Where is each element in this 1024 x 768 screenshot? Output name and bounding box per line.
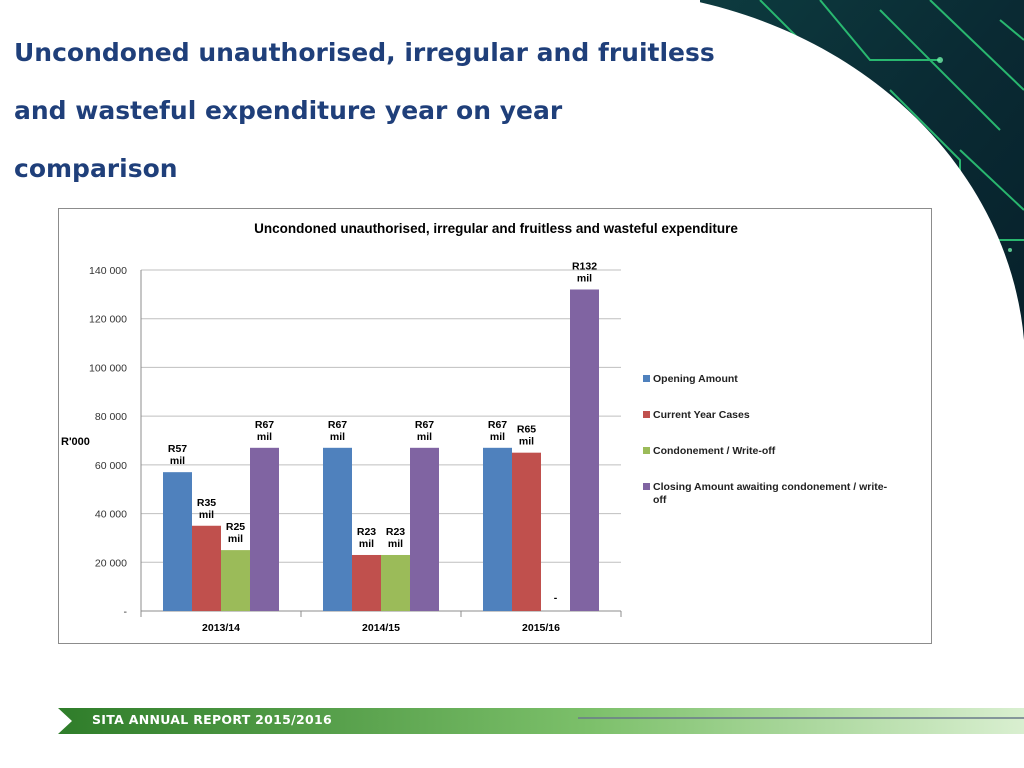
bar <box>352 554 381 611</box>
data-label: R25 mil <box>226 521 245 545</box>
chart-title: Uncondoned unauthorised, irregular and f… <box>254 221 738 236</box>
bar <box>483 447 512 611</box>
bar-chart: Uncondoned unauthorised, irregular and f… <box>61 221 888 634</box>
y-tick-label: 80 000 <box>95 411 127 423</box>
bar <box>192 525 221 611</box>
data-label: R67 mil <box>415 419 434 443</box>
bar <box>163 472 192 611</box>
y-tick-label: 120 000 <box>89 314 127 326</box>
bar <box>381 554 410 611</box>
footer-green-band <box>58 708 1024 734</box>
bar <box>570 289 599 611</box>
bar <box>410 447 439 611</box>
y-tick-label: 60 000 <box>95 460 127 472</box>
bar <box>250 447 279 611</box>
bar <box>323 447 352 611</box>
x-tick-label: 2015/16 <box>522 622 560 634</box>
chart-frame: Uncondoned unauthorised, irregular and f… <box>58 208 932 644</box>
legend-label: Closing Amount awaiting condonement / wr… <box>653 481 888 506</box>
y-tick-label: 40 000 <box>95 509 127 521</box>
legend-label: Condonement / Write-off <box>653 445 776 457</box>
slide-title-line-2: and wasteful expenditure year on year <box>14 96 563 125</box>
data-label: R57 mil <box>168 443 187 467</box>
slide-title: Uncondoned unauthorised, irregular and f… <box>14 24 734 198</box>
y-tick-label: 100 000 <box>89 362 127 374</box>
bar <box>512 452 541 611</box>
data-label: R35 mil <box>197 497 216 521</box>
legend-swatch <box>643 483 650 490</box>
data-label: - <box>554 592 558 604</box>
slide-title-line-1: Uncondoned unauthorised, irregular and f… <box>14 38 715 67</box>
bar <box>221 550 250 611</box>
data-label: R23 mil <box>357 526 376 550</box>
y-tick-label: - <box>124 606 128 618</box>
data-label: R23 mil <box>386 526 405 550</box>
legend-swatch <box>643 411 650 418</box>
legend-swatch <box>643 447 650 454</box>
legend-label: Opening Amount <box>653 373 738 385</box>
legend-swatch <box>643 375 650 382</box>
x-tick-label: 2014/15 <box>362 622 400 634</box>
data-label: R132 mil <box>572 260 597 284</box>
footer-report-title: SITA ANNUAL REPORT 2015/2016 <box>92 712 333 727</box>
y-tick-label: 20 000 <box>95 557 127 569</box>
data-label: R65 mil <box>517 424 536 448</box>
data-label: R67 mil <box>255 419 274 443</box>
y-axis-label: R'000 <box>61 436 90 448</box>
legend-label: Current Year Cases <box>653 409 750 421</box>
data-label: R67 mil <box>328 419 347 443</box>
slide-title-line-3: comparison <box>14 154 178 183</box>
y-tick-label: 140 000 <box>89 265 127 277</box>
x-tick-label: 2013/14 <box>202 622 240 634</box>
data-label: R67 mil <box>488 419 507 443</box>
